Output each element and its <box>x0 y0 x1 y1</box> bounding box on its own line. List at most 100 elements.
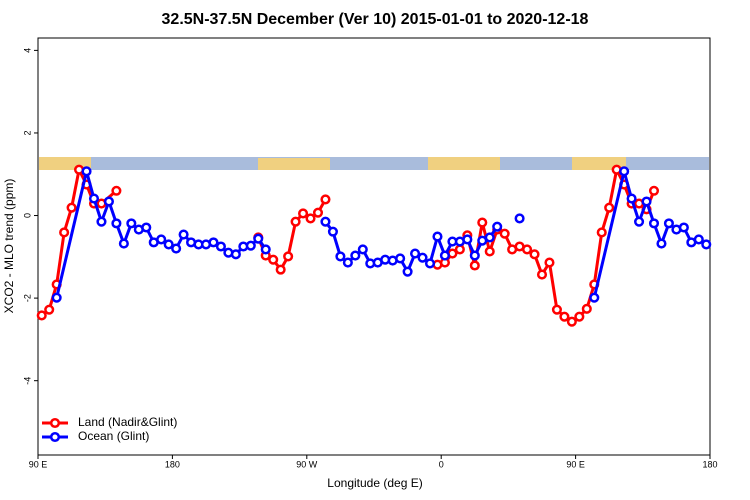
y-tick-label: -4 <box>22 377 32 385</box>
data-point <box>566 316 577 327</box>
data-point <box>432 231 443 242</box>
legend-label: Land (Nadir&Glint) <box>78 415 177 429</box>
data-point <box>298 208 309 219</box>
data-point <box>305 213 316 224</box>
data-point <box>439 250 450 261</box>
data-point <box>693 234 704 245</box>
data-point <box>357 244 368 255</box>
data-point <box>454 244 465 255</box>
data-point <box>663 218 674 229</box>
data-point <box>66 202 77 213</box>
y-axis-label: XCO2 - MLO trend (ppm) <box>2 179 16 314</box>
data-point <box>320 216 331 227</box>
data-point <box>88 193 100 204</box>
data-point <box>178 229 189 240</box>
data-point <box>36 310 47 321</box>
x-tick-label: 90 E <box>29 459 48 469</box>
data-point <box>424 258 436 269</box>
data-point <box>499 228 510 239</box>
data-point <box>469 260 480 271</box>
data-point <box>619 166 630 177</box>
data-point <box>111 218 122 229</box>
data-point <box>559 311 570 322</box>
data-point <box>141 222 152 233</box>
data-point <box>656 238 667 249</box>
data-point <box>626 193 637 204</box>
data-point <box>230 249 241 260</box>
series-line <box>55 169 708 299</box>
data-point <box>477 217 488 228</box>
x-tick-label: 90 W <box>296 459 318 469</box>
data-point <box>327 226 338 237</box>
data-point <box>335 251 346 262</box>
data-point <box>484 246 495 257</box>
data-point <box>410 248 421 259</box>
x-tick-label: 180 <box>165 459 180 469</box>
data-point <box>118 238 129 249</box>
legend-label: Ocean (Glint) <box>78 429 149 443</box>
data-point <box>156 234 167 245</box>
data-point <box>589 292 600 303</box>
data-point <box>51 292 62 303</box>
land-patch <box>258 158 330 170</box>
data-point <box>574 311 585 322</box>
data-point <box>402 266 413 277</box>
x-tick-label: 0 <box>439 459 444 469</box>
data-point <box>59 227 70 238</box>
data-point <box>634 216 645 227</box>
data-point <box>484 232 495 243</box>
data-point <box>648 185 660 196</box>
data-point <box>44 304 55 315</box>
data-point <box>253 233 264 244</box>
data-point <box>581 303 592 314</box>
data-point <box>103 196 114 207</box>
data-point <box>260 244 271 255</box>
legend-marker <box>49 417 61 429</box>
data-point <box>215 241 226 252</box>
data-point <box>275 264 286 275</box>
data-point <box>81 166 92 177</box>
data-point <box>126 218 137 229</box>
data-point <box>544 257 555 268</box>
data-point <box>96 216 107 227</box>
y-tick-label: 4 <box>22 48 32 53</box>
data-point <box>492 221 503 232</box>
data-point <box>245 240 256 251</box>
legend-marker <box>49 431 61 443</box>
x-tick-label: 180 <box>702 459 717 469</box>
data-point <box>551 304 562 315</box>
data-point <box>163 239 174 250</box>
map-strip <box>39 157 709 170</box>
data-point <box>111 185 122 196</box>
series-line <box>40 168 656 324</box>
data-point <box>268 254 279 265</box>
data-point <box>469 250 480 261</box>
ocean-strip <box>39 157 709 170</box>
data-point <box>604 202 615 213</box>
data-point <box>514 213 525 224</box>
data-point <box>596 227 607 238</box>
data-point <box>350 250 361 261</box>
data-point <box>641 196 652 207</box>
data-point <box>171 243 182 254</box>
data-point <box>417 252 428 263</box>
data-point <box>312 207 324 218</box>
x-tick-label: 90 E <box>566 459 585 469</box>
data-point <box>536 269 548 280</box>
data-point <box>290 216 301 227</box>
data-point <box>522 244 533 255</box>
land-patch <box>572 157 626 170</box>
data-point <box>529 249 540 260</box>
data-point <box>320 194 331 205</box>
data-point <box>462 234 473 245</box>
data-point <box>208 237 219 248</box>
y-tick-label: -2 <box>22 294 32 302</box>
data-point <box>648 218 660 229</box>
y-tick-label: 0 <box>22 213 32 218</box>
chart-title: 32.5N-37.5N December (Ver 10) 2015-01-01… <box>162 11 589 28</box>
data-point <box>701 239 712 250</box>
y-tick-label: 2 <box>22 130 32 135</box>
data-point <box>395 253 406 264</box>
data-point <box>678 222 689 233</box>
